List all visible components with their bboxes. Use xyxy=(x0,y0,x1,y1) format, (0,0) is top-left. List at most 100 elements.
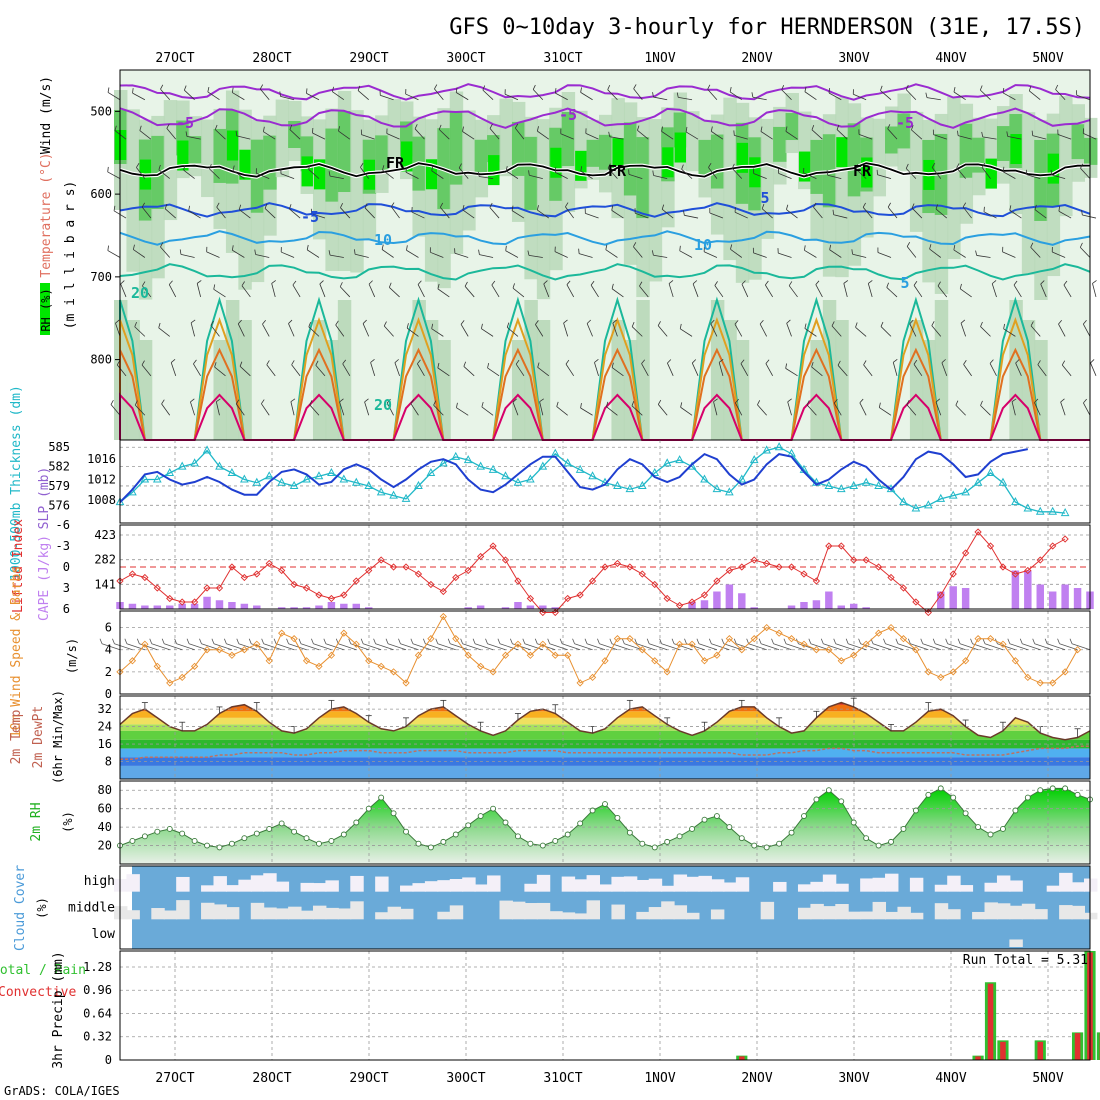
lifted-index-point xyxy=(800,570,808,578)
wind-barb xyxy=(481,401,484,408)
wind-barb xyxy=(216,206,226,219)
rh-point xyxy=(900,826,907,832)
rh-point xyxy=(651,844,658,851)
cloud-block xyxy=(1084,878,1098,892)
wind-barb xyxy=(785,363,788,369)
wind-barb xyxy=(922,643,941,651)
wind-barb xyxy=(1063,280,1068,286)
lifted-index-point xyxy=(1061,535,1069,543)
wind-barb xyxy=(785,131,798,140)
rh-band xyxy=(226,130,239,161)
wind-barb xyxy=(259,84,264,90)
wind-barb xyxy=(605,244,608,250)
slp-label: SLP (mb) xyxy=(37,467,52,530)
wind-barb xyxy=(843,283,848,298)
wind-barb xyxy=(537,367,550,377)
wind-barb xyxy=(563,322,569,337)
wind-barb xyxy=(491,280,496,286)
rh-point xyxy=(427,844,434,851)
wind-barb xyxy=(237,319,242,325)
cloud-block xyxy=(835,904,849,920)
wind-barb xyxy=(833,402,842,416)
wind-barb xyxy=(462,131,475,140)
cloud-block xyxy=(300,882,314,892)
wind-barb xyxy=(288,643,307,651)
wind-barb xyxy=(338,130,351,140)
wind-barb xyxy=(512,402,519,416)
thickness-point xyxy=(899,497,908,506)
wind-barb xyxy=(124,638,128,644)
wind-barb xyxy=(264,203,268,209)
wind-barb xyxy=(609,638,613,644)
cloud-high-label: high xyxy=(84,874,115,889)
thickness-point xyxy=(675,455,684,464)
wind-speed-point xyxy=(626,635,634,643)
cloud-block xyxy=(325,907,339,920)
thickness-point xyxy=(314,471,324,480)
wind-barb xyxy=(196,280,202,284)
cloud-block xyxy=(934,884,949,892)
wind-barb xyxy=(254,249,256,255)
wind-barb xyxy=(400,643,419,651)
wind-barb xyxy=(989,359,994,364)
wind-barb xyxy=(1007,638,1011,644)
wind-barb xyxy=(370,359,375,363)
wind-barb xyxy=(455,87,458,93)
date-label: 28OCT xyxy=(252,1071,291,1086)
wind-barb xyxy=(554,167,557,173)
wind-barb xyxy=(1059,643,1078,651)
wind-speed-point xyxy=(203,646,211,654)
wind-barb xyxy=(1063,284,1072,298)
wind-barb xyxy=(319,280,324,285)
wind-barb xyxy=(487,367,500,377)
rh-point xyxy=(813,796,820,803)
precip-tick-label: 0.32 xyxy=(83,1030,112,1044)
precip-total-label: Total / Rain xyxy=(0,963,86,978)
wind-barb xyxy=(845,638,849,644)
wind-barb xyxy=(684,214,699,219)
contour-10 xyxy=(119,230,1091,246)
wind-barb xyxy=(880,90,892,101)
wind-barb xyxy=(275,643,295,651)
precip-convective-bar xyxy=(1037,1041,1044,1060)
rh-band xyxy=(1034,139,1048,221)
cloud-block xyxy=(661,885,675,892)
cloud-block xyxy=(487,875,501,892)
wind-barb xyxy=(406,245,408,251)
wind-speed-point xyxy=(352,640,360,648)
cloud-block xyxy=(561,876,576,892)
wind-barb xyxy=(190,319,196,324)
temp-tick-label: 16 xyxy=(98,737,112,751)
wind-barb xyxy=(458,167,469,179)
wind-speed-point xyxy=(663,668,671,676)
wind-barb xyxy=(892,362,898,376)
wind-barb xyxy=(586,323,593,337)
thickness-point xyxy=(339,474,349,483)
wind-speed-point xyxy=(862,640,870,648)
thickness-point xyxy=(662,458,672,467)
lifted-index-point xyxy=(240,573,248,582)
wind-barb xyxy=(271,280,276,284)
wind-barb xyxy=(605,249,618,258)
wind-barb xyxy=(266,360,270,365)
wind-barb xyxy=(565,363,575,377)
wind-barb xyxy=(708,638,712,644)
wind-barb xyxy=(262,323,270,337)
wind-barb xyxy=(641,359,646,364)
wind-barb xyxy=(941,362,948,376)
cape-bar xyxy=(215,600,224,609)
wind-barb xyxy=(580,87,582,93)
wind-speed-point xyxy=(738,646,746,654)
thickness-point xyxy=(364,480,374,489)
wind-barb xyxy=(306,244,309,250)
wind-barb xyxy=(1057,134,1072,140)
date-label: 1NOV xyxy=(644,51,675,66)
wind-speed-point xyxy=(601,657,609,665)
rh-point xyxy=(253,830,260,837)
rh-tick-label: 80 xyxy=(98,783,112,797)
wind-speed-point xyxy=(365,657,373,665)
wind-barb xyxy=(906,400,910,405)
wind-barb xyxy=(489,123,493,129)
cloud-block xyxy=(524,903,538,920)
